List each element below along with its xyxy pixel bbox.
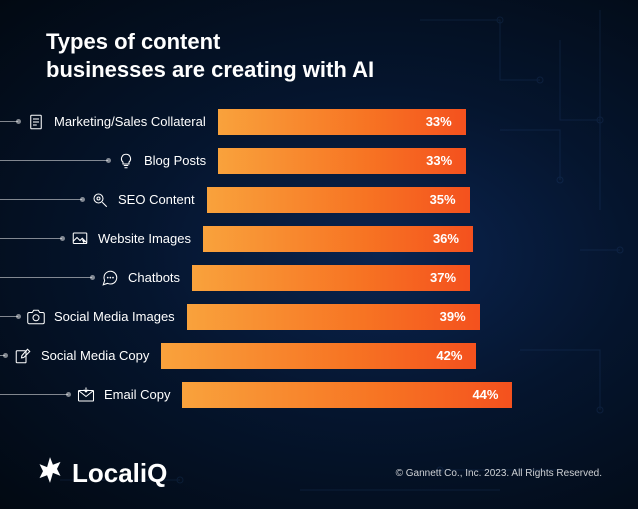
bar-fill: 39% <box>187 304 480 330</box>
connector-line <box>0 316 18 317</box>
bar-fill: 35% <box>207 187 470 213</box>
bar-track: 39% <box>187 304 602 330</box>
bar-label: Social Media Images <box>54 309 175 324</box>
connector-line <box>0 238 62 239</box>
connector-line <box>0 199 82 200</box>
connector-line <box>0 160 108 161</box>
bar-track: 37% <box>192 265 602 291</box>
bar-label: Chatbots <box>128 270 180 285</box>
brand-name: LocaliQ <box>72 458 167 489</box>
pencil-note-icon <box>13 346 33 366</box>
bar-label: SEO Content <box>118 192 195 207</box>
connector-line <box>0 121 18 122</box>
bar-label: Social Media Copy <box>41 348 149 363</box>
copyright-text: © Gannett Co., Inc. 2023. All Rights Res… <box>396 468 602 479</box>
chart-title: Types of content businesses are creating… <box>46 28 602 83</box>
bar-value: 36% <box>433 231 459 246</box>
bar-row: SEO Content 35% <box>0 183 602 216</box>
footer: LocaliQ © Gannett Co., Inc. 2023. All Ri… <box>36 456 602 491</box>
brand-mark-icon <box>36 456 64 491</box>
bar-fill: 37% <box>192 265 470 291</box>
connector-line <box>0 355 5 356</box>
bar-value: 37% <box>430 270 456 285</box>
envelope-down-icon <box>76 385 96 405</box>
bar-fill: 42% <box>161 343 476 369</box>
title-line-2: businesses are creating with AI <box>46 57 374 82</box>
lightbulb-icon <box>116 151 136 171</box>
bar-row: Social Media Images 39% <box>0 300 602 333</box>
bar-label: Blog Posts <box>144 153 206 168</box>
bar-track: 42% <box>161 343 602 369</box>
bar-row: Social Media Copy 42% <box>0 339 602 372</box>
bar-label: Website Images <box>98 231 191 246</box>
bar-row: Blog Posts 33% <box>0 144 602 177</box>
bar-row: Email Copy 44% <box>0 378 602 411</box>
camera-icon <box>26 307 46 327</box>
bar-value: 33% <box>426 153 452 168</box>
connector-line <box>0 394 68 395</box>
bar-track: 35% <box>207 187 602 213</box>
bar-row: Website Images 36% <box>0 222 602 255</box>
bar-fill: 36% <box>203 226 473 252</box>
bar-track: 36% <box>203 226 602 252</box>
document-icon <box>26 112 46 132</box>
bar-track: 33% <box>218 148 602 174</box>
bar-track: 33% <box>218 109 602 135</box>
bar-value: 35% <box>430 192 456 207</box>
bar-label: Email Copy <box>104 387 170 402</box>
bar-value: 42% <box>436 348 462 363</box>
connector-line <box>0 277 92 278</box>
title-line-1: Types of content <box>46 29 220 54</box>
bar-fill: 33% <box>218 109 466 135</box>
bar-value: 33% <box>426 114 452 129</box>
bar-row: Marketing/Sales Collateral 33% <box>0 105 602 138</box>
bar-fill: 33% <box>218 148 466 174</box>
search-gear-icon <box>90 190 110 210</box>
bar-label: Marketing/Sales Collateral <box>54 114 206 129</box>
chat-icon <box>100 268 120 288</box>
image-cursor-icon <box>70 229 90 249</box>
bar-row: Chatbots 37% <box>0 261 602 294</box>
bar-value: 39% <box>440 309 466 324</box>
brand: LocaliQ <box>36 456 167 491</box>
bar-fill: 44% <box>182 382 512 408</box>
bar-value: 44% <box>472 387 498 402</box>
bar-rows: Marketing/Sales Collateral 33% Blog Post… <box>0 105 602 411</box>
bar-track: 44% <box>182 382 602 408</box>
content-area: Types of content businesses are creating… <box>0 0 638 509</box>
